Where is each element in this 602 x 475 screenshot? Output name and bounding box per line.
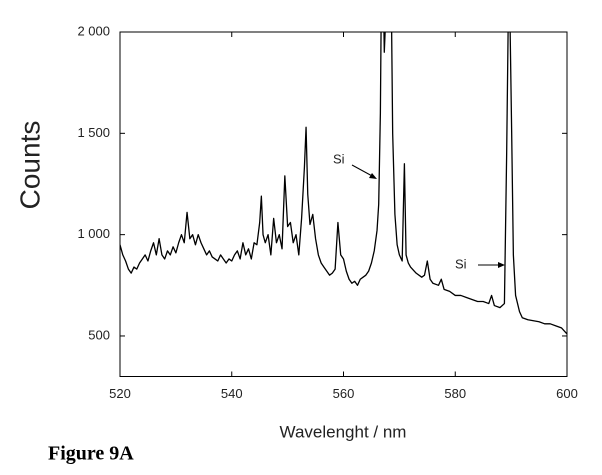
x-tick-label: 520 (109, 386, 131, 401)
annotation: Si (333, 151, 345, 166)
annotation: Si (455, 256, 467, 271)
plot-frame (119, 31, 568, 377)
caption: Figure 9A (48, 443, 134, 465)
x-tick-label: 540 (221, 386, 243, 401)
spectrum-line (120, 32, 567, 335)
y-tick-label: 1 500 (77, 125, 110, 140)
x-tick-label: 600 (556, 386, 578, 401)
y-tick-label: 1 000 (77, 226, 110, 241)
annotation-arrow (351, 164, 375, 178)
x-axis-label: Wavelenght / nm (280, 422, 407, 441)
y-axis-label: Counts (14, 121, 45, 210)
x-tick-label: 560 (333, 386, 355, 401)
x-tick-label: 580 (444, 386, 466, 401)
annotation-group: Si Si (333, 151, 505, 271)
arrow-head (498, 262, 505, 268)
y-tick-label: 2 000 (77, 23, 110, 38)
y-tick-label: 500 (88, 327, 110, 342)
arrow-head (369, 173, 377, 179)
